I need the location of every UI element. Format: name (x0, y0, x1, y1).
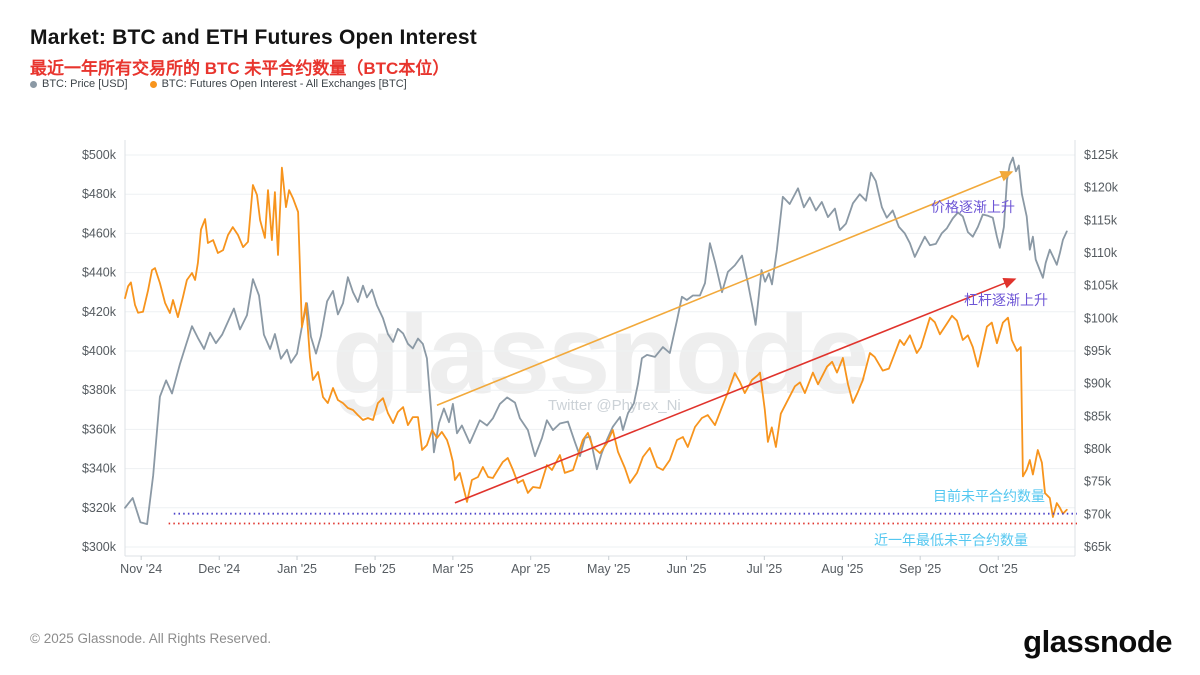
legend-label-price: BTC: Price [USD] (42, 78, 128, 90)
page-subtitle: 最近一年所有交易所的 BTC 未平合约数量（BTC本位） (30, 59, 450, 78)
current-open-interest-annotation: 目前未平合约数量 (933, 488, 1045, 504)
y-right-tick-label: $100k (1084, 311, 1119, 325)
legend-label-open-interest: BTC: Futures Open Interest - All Exchang… (161, 78, 407, 90)
x-tick-label: May '25 (587, 562, 630, 576)
series-line (124, 166, 1068, 518)
y-right-tick-label: $75k (1084, 475, 1112, 489)
y-right-tick-label: $80k (1084, 442, 1112, 456)
legend-item-open-interest: BTC: Futures Open Interest - All Exchang… (149, 78, 407, 90)
y-left-tick-label: $320k (82, 501, 117, 515)
leverage-trend-annotation: 杠杆逐渐上升 (964, 292, 1048, 308)
x-tick-label: Feb '25 (354, 562, 395, 576)
y-left-tick-label: $380k (82, 383, 117, 397)
x-tick-label: Aug '25 (821, 562, 863, 576)
y-left-tick-label: $340k (82, 462, 117, 476)
y-left-tick-label: $420k (82, 305, 117, 319)
y-right-tick-label: $65k (1084, 540, 1112, 554)
y-left-tick-label: $480k (82, 187, 117, 201)
y-left-tick-label: $300k (82, 540, 117, 554)
y-right-tick-label: $70k (1084, 507, 1112, 521)
legend-item-price: BTC: Price [USD] (30, 78, 128, 90)
gridlines (125, 154, 1075, 548)
y-right-tick-label: $95k (1084, 344, 1112, 358)
y-right-tick-label: $110k (1084, 246, 1118, 260)
page-title: Market: BTC and ETH Futures Open Interes… (30, 26, 477, 49)
x-tick-label: Dec '24 (198, 562, 240, 576)
glassnode-logo: glassnode (1023, 624, 1172, 659)
twitter-author-watermark: Twitter @Phyrex_Ni (548, 397, 681, 414)
open-interest-series-dot-icon (149, 80, 157, 88)
chart-legend: BTC: Price [USD] BTC: Futures Open Inter… (30, 78, 407, 90)
trend-arrow (454, 278, 1017, 504)
x-tick-label: Apr '25 (511, 562, 550, 576)
x-tick-label: Mar '25 (432, 562, 473, 576)
y-left-tick-label: $400k (82, 344, 117, 358)
lowest-open-interest-annotation: 近一年最低未平合约数量 (874, 532, 1028, 548)
x-tick-label: Nov '24 (120, 562, 162, 576)
chart-canvas: $500k $480k $460k $440k $420k $400k $380k $360k… (82, 140, 1119, 576)
trend-arrow (436, 171, 1014, 406)
y-right-tick-label: $90k (1084, 377, 1112, 391)
y-left-tick-label: $460k (82, 226, 117, 240)
glassnode-watermark: glassnode (332, 292, 870, 417)
chart-area: glassnode Twitter @Phyrex_Ni $500k $480k $… (0, 120, 1200, 590)
y-right-tick-label: $125k (1084, 148, 1119, 162)
y-right-tick-label: $85k (1084, 409, 1112, 423)
y-left-tick-label: $440k (82, 266, 117, 280)
x-tick-label: Jul '25 (746, 562, 782, 576)
copyright-text: © 2025 Glassnode. All Rights Reserved. (30, 631, 272, 646)
y-right-tick-label: $105k (1084, 279, 1119, 293)
y-right-tick-label: $120k (1084, 181, 1119, 195)
x-tick-label: Oct '25 (979, 562, 1018, 576)
y-right-tick-label: $115k (1084, 213, 1118, 227)
x-tick-label: Jun '25 (667, 562, 707, 576)
price-trend-annotation: 价格逐渐上升 (931, 199, 1015, 215)
y-left-tick-label: $500k (82, 148, 117, 162)
x-tick-label: Sep '25 (899, 562, 941, 576)
price-series-dot-icon (30, 80, 37, 88)
y-left-tick-label: $360k (82, 422, 117, 436)
x-tick-label: Jan '25 (277, 562, 317, 576)
